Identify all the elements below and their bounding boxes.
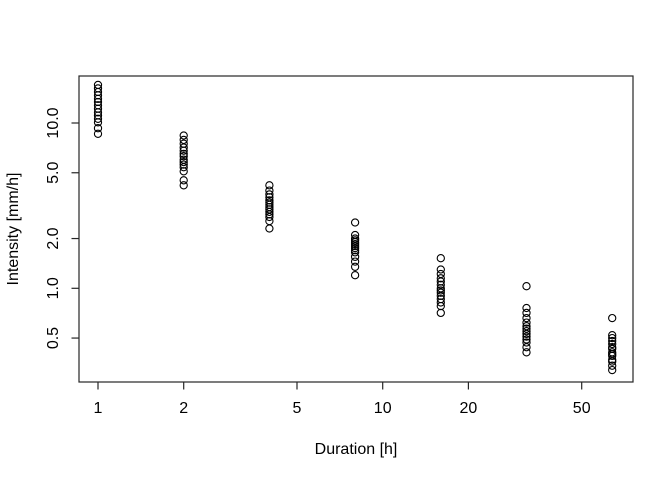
data-point-circle [436,308,445,318]
data-point-circle [522,308,531,318]
data-point-circle [436,288,445,297]
x-axis-title: Duration [h] [315,441,398,458]
data-point-circle [350,252,360,261]
data-point-circle [350,246,360,255]
data-point-circle [522,327,531,336]
data-point-circle [265,181,274,190]
data-point-circle [522,303,531,313]
x-tick-label: 1 [94,400,103,417]
data-point-circle [179,176,188,185]
data-point-circle [522,338,531,347]
data-point-circle [93,118,103,127]
y-tick-label: 0.5 [45,327,62,349]
data-point-circle [179,181,188,190]
data-point-circle [522,313,531,323]
data-point-circle [350,248,360,257]
data-point-circle [608,331,617,340]
data-point-circle [179,146,188,155]
y-tick-label: 5.0 [45,162,62,184]
data-point-circle [179,167,188,176]
data-point-circle [93,94,103,103]
data-point-circle [522,343,531,352]
data-point-circle [93,124,103,133]
y-tick-label: 10.0 [45,107,62,138]
data-point-circle [608,351,617,361]
data-points [93,80,617,375]
plot-border [78,75,634,383]
data-point-circle [179,152,188,161]
data-point-circle [522,324,531,333]
data-point-circle [608,339,617,349]
data-point-circle [608,361,617,370]
x-tick-label: 10 [374,400,392,417]
data-point-circle [350,271,360,280]
x-tick-label: 50 [573,400,591,417]
data-point-circle [522,318,531,327]
data-point-circle [350,243,360,253]
data-point-circle [608,357,617,366]
data-point-circle [436,265,445,274]
data-point-circle [93,114,103,123]
data-point-circle [436,286,445,295]
data-point-circle [93,129,103,138]
data-point-circle [522,282,531,291]
data-point-circle [265,190,274,199]
data-point-circle [265,207,274,217]
y-tick-label: 2.0 [45,227,62,249]
data-point-circle [93,108,103,117]
data-point-circle [436,291,445,301]
data-point-circle [179,157,188,167]
data-point-circle [522,348,531,357]
x-axis-ticks: 1 2 5 10 20 50 [94,382,591,417]
data-point-circle [522,329,531,339]
data-point-circle [608,365,617,375]
data-point-circle [436,274,445,283]
y-tick-label: 1.0 [45,277,62,299]
data-point-circle [350,262,360,271]
data-point-circle [265,224,274,233]
x-tick-label: 2 [179,400,188,417]
data-point-circle [265,212,274,222]
data-point-circle [179,143,188,152]
y-axis-title: Intensity [mm/h] [5,173,22,286]
data-point-circle [608,313,617,323]
data-point-circle [608,333,617,343]
data-point-circle [436,254,445,263]
data-point-circle [608,336,617,346]
x-tick-label: 5 [293,400,302,417]
data-point-circle [436,280,445,289]
data-point-circle [179,149,188,159]
data-point-circle [350,257,360,266]
data-point-circle [522,332,531,341]
data-point-circle [436,298,445,307]
y-axis-ticks: 0.5 1.0 2.0 5.0 10.0 [45,107,79,349]
data-point-circle [350,218,360,227]
data-point-circle [179,131,188,140]
x-tick-label: 20 [460,400,478,417]
data-point-circle [179,163,188,172]
